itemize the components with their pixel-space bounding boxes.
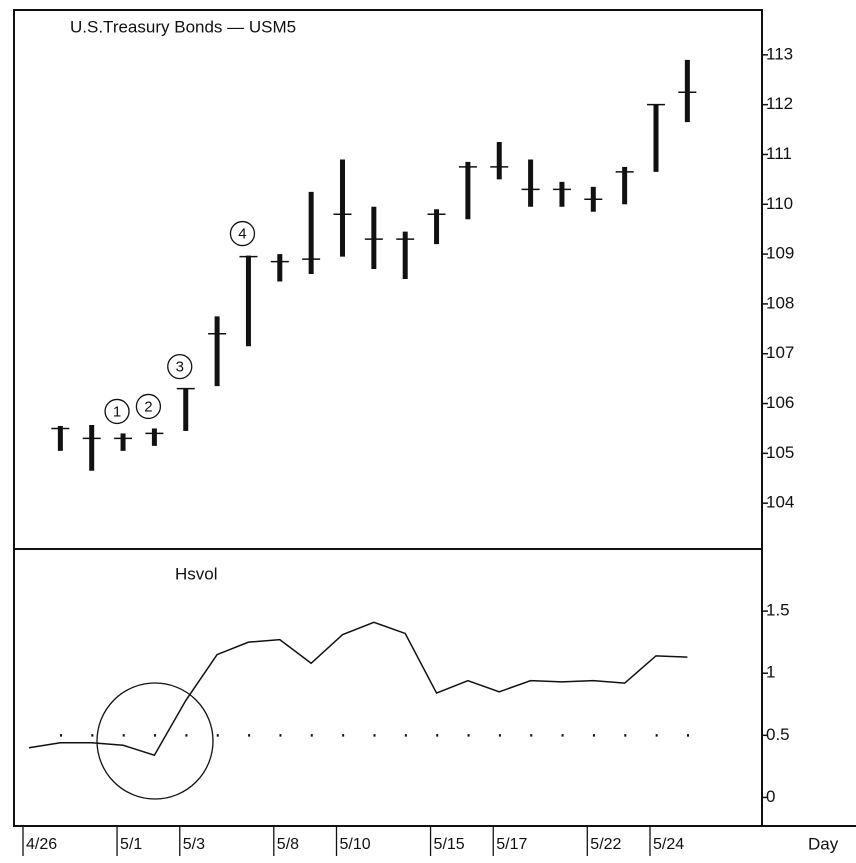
x-tick-label: 4/26 xyxy=(26,836,57,853)
x-tick-label: 5/15 xyxy=(434,836,465,853)
marker-circle xyxy=(167,353,193,380)
marker-label: 4 xyxy=(238,226,246,243)
x-tick-label: 5/10 xyxy=(340,836,371,853)
y-tick-label: 106 xyxy=(766,393,794,412)
x-tick-label: 5/8 xyxy=(277,836,299,853)
y-tick-label: 112 xyxy=(766,94,793,113)
panel-title: Hsvol xyxy=(175,564,218,583)
x-tick-label: 5/24 xyxy=(653,836,684,853)
x-tick-label: 5/17 xyxy=(496,836,527,853)
x-tick-label: 5/3 xyxy=(183,836,205,853)
x-tick-label: 5/1 xyxy=(120,836,142,853)
y-tick-label: 1.5 xyxy=(766,601,790,620)
y-tick-label: 0 xyxy=(766,787,775,806)
y-tick-label: 109 xyxy=(766,244,794,263)
series-line xyxy=(28,621,688,757)
highlight-circle xyxy=(96,682,214,800)
marker-circle xyxy=(229,220,256,247)
y-tick-label: 105 xyxy=(766,443,794,462)
y-tick-label: 113 xyxy=(766,44,793,63)
x-tick-label: 5/22 xyxy=(590,836,621,853)
marker-circle xyxy=(135,393,162,420)
chart-title: U.S.Treasury Bonds — USM5 xyxy=(70,17,296,36)
marker-label: 1 xyxy=(113,403,121,420)
y-tick-label: 108 xyxy=(766,293,794,312)
y-tick-label: 104 xyxy=(766,493,794,512)
y-tick-label: 1 xyxy=(766,663,775,682)
y-tick-label: 0.5 xyxy=(766,725,790,744)
marker-circle xyxy=(104,398,130,425)
y-tick-label: 110 xyxy=(766,194,793,213)
x-axis-label: Day xyxy=(808,834,839,853)
y-tick-label: 107 xyxy=(766,343,794,362)
marker-label: 2 xyxy=(144,398,152,415)
marker-label: 3 xyxy=(176,359,184,376)
y-tick-label: 111 xyxy=(766,144,792,163)
